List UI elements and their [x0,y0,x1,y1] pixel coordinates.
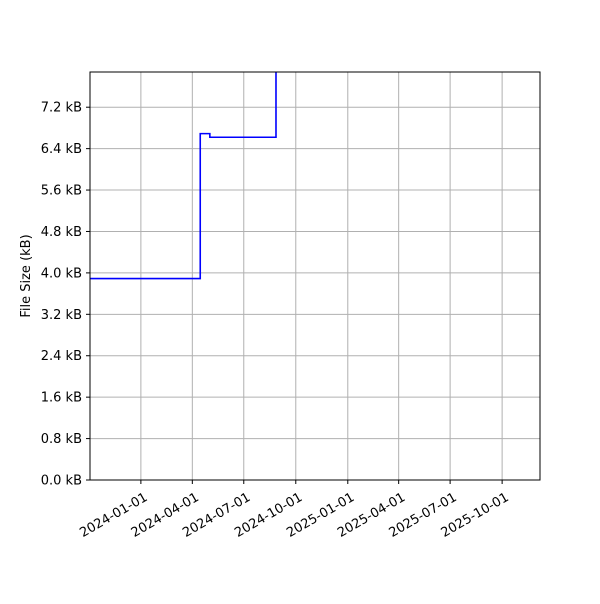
series-line [90,72,277,280]
y-tick-label: 6.4 kB [41,142,82,157]
y-tick-label: 7.2 kB [41,101,82,116]
y-tick-label: 1.6 kB [41,391,82,406]
y-tick-label: 4.8 kB [41,225,82,240]
y-tick-label: 3.2 kB [41,308,82,323]
series [90,72,277,280]
ticks: 2024-01-012024-04-012024-07-012024-10-01… [41,101,512,541]
y-tick-label: 0.8 kB [41,432,82,447]
y-tick-label: 4.0 kB [41,266,82,281]
y-tick-label: 5.6 kB [41,184,82,199]
grid [90,72,540,481]
y-tick-label: 0.0 kB [41,474,82,489]
y-axis-label: File Size (kB) [19,234,34,317]
plot-frame [89,71,541,481]
y-tick-label: 2.4 kB [41,349,82,364]
